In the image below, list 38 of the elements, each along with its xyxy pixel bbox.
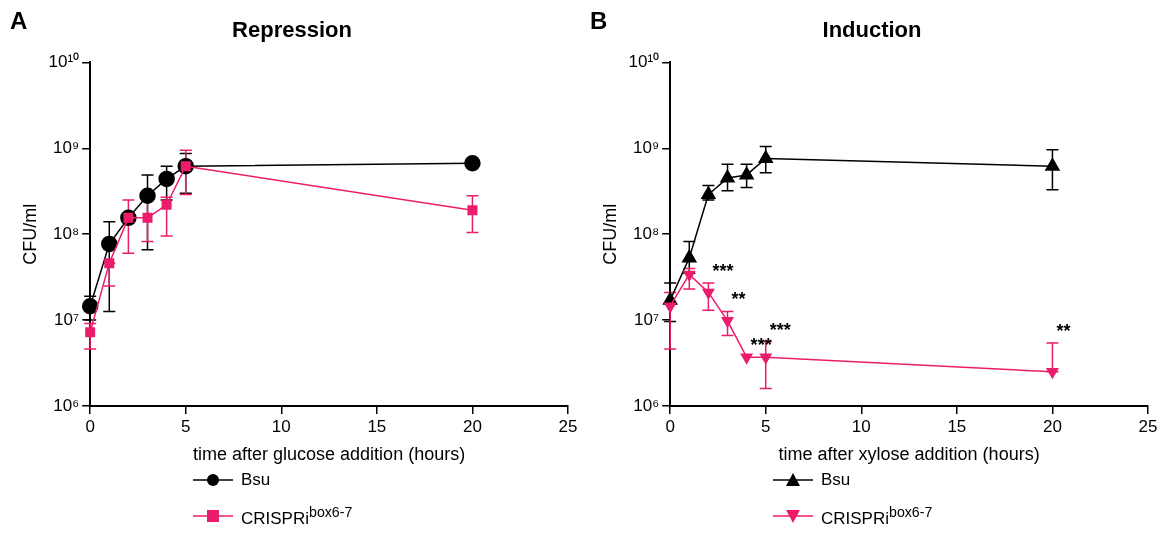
annotation: ** xyxy=(1056,321,1071,342)
text: B xyxy=(590,6,608,34)
y-tick-label: 10⁹ xyxy=(632,137,660,157)
legend-label: Bsu xyxy=(821,470,851,490)
y-tick-label: 10⁸ xyxy=(633,223,660,243)
y-tick-label: 10⁶ xyxy=(53,395,80,415)
x-tick-label: 20 xyxy=(1042,416,1062,436)
annotation: ** xyxy=(731,289,746,310)
x-tick-label: 25 xyxy=(1138,416,1158,436)
x-tick-label: 5 xyxy=(181,416,191,436)
x-tick-label: 0 xyxy=(85,416,95,436)
y-tick-label: 10⁷ xyxy=(54,309,80,329)
y-tick-label: 10¹⁰ xyxy=(48,52,80,72)
y-tick-label: 10⁷ xyxy=(634,309,660,329)
annotation: *** xyxy=(769,319,791,340)
y-tick-label: 10⁹ xyxy=(52,137,80,157)
legend-label: CRISPRi$^{box6-7}$ xyxy=(241,504,353,529)
x-axis-title: time after xylose addition (hours) xyxy=(778,444,1040,465)
x-tick-label: 10 xyxy=(851,416,871,436)
annotation: *** xyxy=(712,261,734,282)
y-tick-label: 10⁶ xyxy=(633,395,660,415)
chart-title: Repression xyxy=(232,17,352,43)
y-axis-title: CFU/ml xyxy=(599,203,620,265)
x-tick-label: 15 xyxy=(947,416,967,436)
y-tick-label: 10¹⁰ xyxy=(628,52,660,72)
text: A xyxy=(10,6,28,34)
legend-label: Bsu xyxy=(241,470,271,490)
x-axis-title: time after glucose addition (hours) xyxy=(193,444,466,465)
x-tick-label: 20 xyxy=(462,416,482,436)
x-tick-label: 15 xyxy=(367,416,387,436)
x-tick-label: 0 xyxy=(665,416,675,436)
x-tick-label: 25 xyxy=(558,416,578,436)
x-tick-label: 10 xyxy=(271,416,291,436)
x-tick-label: 5 xyxy=(761,416,771,436)
y-tick-label: 10⁸ xyxy=(53,223,80,243)
y-axis-title: CFU/ml xyxy=(19,203,40,265)
legend-label: CRISPRi$^{box6-7}$ xyxy=(821,504,933,529)
chart-title: Induction xyxy=(822,17,922,43)
